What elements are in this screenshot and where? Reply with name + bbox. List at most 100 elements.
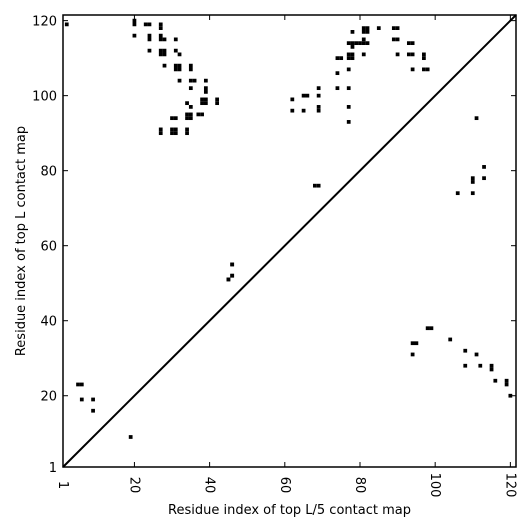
contact-cell-upper-93 bbox=[361, 52, 366, 57]
contact-cell-upper-28 bbox=[177, 78, 182, 83]
y-tick-label-5: 100 bbox=[32, 90, 57, 105]
contact-cell-upper-16 bbox=[158, 52, 163, 57]
contact-cell-lower-11 bbox=[448, 337, 453, 342]
contact-cell-upper-35 bbox=[200, 97, 204, 102]
contact-cell-upper-91 bbox=[365, 30, 370, 34]
contact-cell-upper-117 bbox=[482, 176, 486, 181]
contact-cell-upper-56 bbox=[173, 131, 178, 136]
contact-cell-upper-99 bbox=[406, 41, 411, 46]
contact-cell-upper-22 bbox=[173, 63, 178, 68]
contact-cell-upper-68 bbox=[335, 56, 340, 61]
contact-cell-upper-32 bbox=[203, 78, 208, 83]
contact-cell-lower-7 bbox=[230, 273, 235, 278]
contact-cell-upper-7 bbox=[147, 37, 152, 42]
contact-cell-upper-21 bbox=[177, 52, 182, 57]
contact-cell-upper-5 bbox=[147, 22, 152, 27]
contact-cell-upper-61 bbox=[301, 93, 306, 98]
contact-cell-upper-18 bbox=[162, 63, 167, 68]
contact-cell-upper-49 bbox=[170, 116, 174, 121]
contact-cell-upper-65 bbox=[316, 93, 321, 98]
contact-cell-upper-102 bbox=[406, 52, 411, 57]
contact-cell-upper-63 bbox=[301, 108, 306, 113]
contact-cell-upper-92 bbox=[361, 37, 366, 42]
contact-cell-lower-8 bbox=[226, 277, 231, 282]
contact-cell-upper-104 bbox=[422, 52, 426, 57]
contact-cell-lower-22 bbox=[504, 378, 509, 383]
contact-cell-upper-6 bbox=[147, 33, 152, 38]
contact-cell-lower-5 bbox=[128, 435, 133, 439]
x-tick-label-3: 60 bbox=[277, 477, 292, 494]
contact-cell-upper-97 bbox=[391, 37, 396, 42]
contact-cell-upper-90 bbox=[361, 30, 366, 34]
contact-cell-upper-9 bbox=[158, 22, 163, 27]
contact-cell-upper-95 bbox=[391, 26, 396, 30]
contact-cell-lower-0 bbox=[76, 382, 80, 387]
x-tick-label-2: 40 bbox=[202, 477, 217, 494]
contact-cell-upper-11 bbox=[158, 33, 163, 38]
contact-cell-upper-85 bbox=[350, 52, 355, 57]
contact-cell-upper-74 bbox=[346, 120, 351, 124]
contact-cell-upper-80 bbox=[358, 41, 362, 46]
contact-cell-lower-19 bbox=[489, 363, 494, 368]
contact-cell-upper-14 bbox=[158, 48, 163, 53]
contact-cell-lower-4 bbox=[91, 408, 95, 413]
contact-cell-upper-24 bbox=[173, 67, 178, 72]
contact-cell-upper-53 bbox=[170, 127, 174, 132]
contact-cell-upper-83 bbox=[350, 45, 355, 49]
contact-cell-upper-42 bbox=[188, 105, 193, 109]
contact-cell-upper-54 bbox=[173, 127, 178, 132]
contact-cell-upper-118 bbox=[470, 180, 475, 184]
contact-cell-upper-72 bbox=[346, 86, 351, 91]
contact-cell-upper-60 bbox=[290, 108, 295, 113]
contact-cell-lower-9 bbox=[425, 326, 430, 331]
contact-cell-upper-37 bbox=[200, 101, 204, 106]
contact-cell-upper-59 bbox=[290, 97, 295, 102]
y-axis-label: Residue index of top L contact map bbox=[14, 126, 29, 356]
contact-cell-upper-87 bbox=[350, 56, 355, 61]
contact-cell-upper-114 bbox=[474, 116, 479, 121]
y-tick-label-1: 20 bbox=[40, 390, 57, 405]
contact-cell-upper-57 bbox=[185, 127, 189, 132]
contact-cells bbox=[64, 18, 513, 439]
contact-cell-upper-20 bbox=[173, 48, 178, 53]
contact-cell-upper-110 bbox=[316, 183, 321, 188]
contact-cell-upper-17 bbox=[162, 52, 167, 57]
contact-cell-upper-115 bbox=[482, 165, 486, 169]
contact-cell-upper-33 bbox=[203, 86, 208, 91]
contact-cell-upper-108 bbox=[425, 67, 430, 72]
contact-cell-lower-2 bbox=[79, 397, 84, 402]
contact-cell-upper-86 bbox=[346, 56, 351, 61]
contact-cell-lower-3 bbox=[91, 397, 95, 402]
x-tick-label-5: 100 bbox=[427, 473, 442, 498]
y-tick-label-0: 1 bbox=[49, 461, 57, 476]
contact-cell-upper-38 bbox=[203, 101, 208, 106]
contact-cell-upper-50 bbox=[173, 116, 178, 121]
contact-cell-upper-10 bbox=[158, 26, 163, 30]
contact-cell-upper-66 bbox=[316, 105, 321, 109]
contact-cell-upper-13 bbox=[162, 37, 167, 42]
contact-cell-upper-88 bbox=[361, 26, 366, 30]
contact-cell-lower-13 bbox=[414, 341, 419, 346]
contact-cell-upper-89 bbox=[365, 26, 370, 30]
contact-cell-upper-76 bbox=[350, 30, 355, 34]
contact-cell-upper-120 bbox=[470, 191, 475, 196]
contact-cell-upper-69 bbox=[339, 56, 344, 61]
contact-cell-upper-46 bbox=[188, 116, 193, 121]
contact-cell-upper-40 bbox=[215, 101, 220, 106]
contact-cell-lower-24 bbox=[508, 393, 513, 398]
contact-cell-upper-100 bbox=[410, 41, 415, 46]
contact-cell-lower-17 bbox=[463, 363, 468, 368]
x-tick-label-0: 1 bbox=[55, 481, 70, 489]
contact-cell-upper-64 bbox=[316, 86, 321, 91]
contact-cell-upper-31 bbox=[188, 86, 193, 91]
contact-cell-upper-96 bbox=[395, 26, 400, 30]
contact-cell-upper-107 bbox=[422, 67, 426, 72]
contact-cell-upper-15 bbox=[162, 48, 167, 53]
contact-cell-upper-79 bbox=[354, 41, 359, 46]
contact-cell-upper-39 bbox=[215, 97, 220, 102]
contact-cell-upper-109 bbox=[313, 183, 317, 188]
contact-cell-upper-67 bbox=[316, 108, 321, 113]
contact-cell-upper-78 bbox=[350, 41, 355, 46]
contact-cell-upper-1 bbox=[132, 18, 137, 23]
contact-cell-upper-0 bbox=[64, 22, 69, 27]
